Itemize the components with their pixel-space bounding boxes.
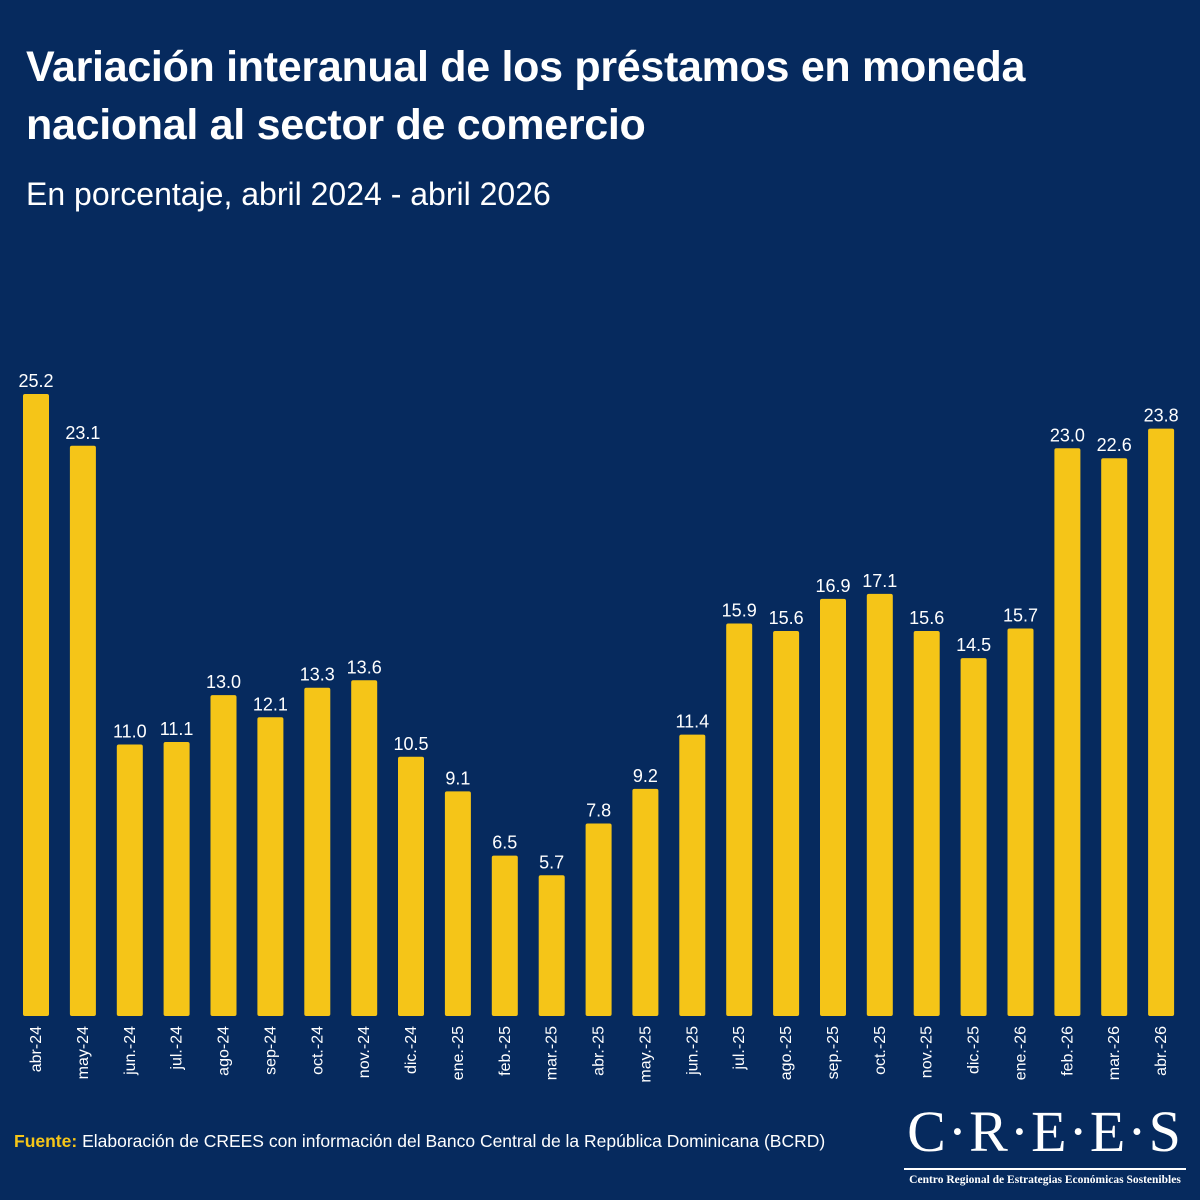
logo-tagline: Centro Regional de Estrategias Económica… bbox=[909, 1174, 1181, 1186]
tick-label-ene.-25: ene.-25 bbox=[450, 1026, 467, 1080]
tick-label-may-24: may-24 bbox=[75, 1026, 92, 1079]
tick-label-nov.-25: nov.-25 bbox=[919, 1026, 936, 1078]
tick-label-abr.-25: abr.-25 bbox=[591, 1026, 608, 1076]
crees-logo: C·R·E·E·S Centro Regional de Estrategias… bbox=[904, 1102, 1186, 1186]
logo-divider bbox=[904, 1168, 1186, 1170]
value-label-feb.-25: 6.5 bbox=[492, 833, 517, 853]
bar-dic.-25 bbox=[960, 658, 987, 1016]
tick-label-ago-24: ago-24 bbox=[216, 1026, 233, 1076]
bar-feb.-26 bbox=[1054, 448, 1081, 1016]
chart-title: Variación interanual de los préstamos en… bbox=[26, 43, 1026, 149]
value-label-ago.-25: 15.6 bbox=[769, 608, 804, 628]
bar-sep-24 bbox=[257, 717, 284, 1016]
tick-label-dic.-25: dic.-25 bbox=[966, 1026, 983, 1074]
bar-dic.-24 bbox=[398, 756, 424, 1016]
value-label-nov.-25: 15.6 bbox=[909, 608, 944, 628]
tick-label-sep.-25: sep.-25 bbox=[825, 1026, 842, 1079]
tick-label-abr-24: abr-24 bbox=[28, 1026, 45, 1072]
value-label-oct.-24: 13.3 bbox=[300, 665, 335, 685]
source-note: Fuente: Elaboración de CREES con informa… bbox=[14, 1128, 864, 1154]
value-label-dic.-24: 10.5 bbox=[393, 734, 428, 754]
tick-label-oct.-25: oct.-25 bbox=[872, 1026, 889, 1075]
tick-label-mar.-26: mar.-26 bbox=[1106, 1026, 1123, 1080]
chart-subtitle: En porcentaje, abril 2024 - abril 2026 bbox=[26, 176, 551, 212]
bar-nov.-24 bbox=[351, 680, 378, 1016]
value-label-ago-24: 13.0 bbox=[206, 672, 241, 692]
value-label-oct.-25: 17.1 bbox=[862, 571, 897, 591]
tick-label-jun.-24: jun.-24 bbox=[122, 1026, 139, 1076]
value-label-mar.-25: 5.7 bbox=[539, 852, 564, 872]
tick-label-ago.-25: ago.-25 bbox=[778, 1026, 795, 1080]
bar-jul.-25 bbox=[726, 623, 753, 1016]
source-text: Elaboración de CREES con información del… bbox=[82, 1131, 826, 1151]
tick-label-oct.-24: oct.-24 bbox=[309, 1026, 326, 1075]
bar-mar.-26 bbox=[1101, 458, 1128, 1016]
bar-ago.-25 bbox=[773, 631, 800, 1016]
bar-ago-24 bbox=[210, 695, 237, 1016]
bars-layer bbox=[23, 394, 1175, 1017]
tick-label-mar.-25: mar.-25 bbox=[544, 1026, 561, 1080]
bar-abr.-26 bbox=[1148, 428, 1175, 1017]
bar-sep.-25 bbox=[820, 598, 846, 1016]
tick-label-jul.-25: jul.-25 bbox=[731, 1026, 748, 1071]
bar-abr.-25 bbox=[585, 823, 612, 1016]
tick-label-jul.-24: jul.-24 bbox=[169, 1026, 186, 1071]
value-label-jul.-25: 15.9 bbox=[722, 601, 757, 621]
value-label-abr.-25: 7.8 bbox=[586, 801, 611, 821]
bar-jun.-25 bbox=[679, 734, 706, 1016]
bar-jun.-24 bbox=[116, 744, 143, 1016]
value-label-jun.-24: 11.0 bbox=[113, 722, 147, 742]
value-label-jul.-24: 11.1 bbox=[160, 719, 194, 739]
value-label-abr-24: 25.2 bbox=[18, 371, 53, 391]
value-label-mar.-26: 22.6 bbox=[1097, 435, 1132, 455]
value-label-dic.-25: 14.5 bbox=[956, 635, 991, 655]
bar-oct.-24 bbox=[304, 687, 331, 1016]
tick-label-jun.-25: jun.-25 bbox=[684, 1026, 701, 1076]
bar-may-24 bbox=[69, 445, 96, 1016]
value-labels-layer: 25.2 23.1 11.0 11.1 13.0 12.1 13.3 13.6 10.5 9.1 6… bbox=[18, 371, 1178, 872]
tick-label-feb.-26: feb.-26 bbox=[1059, 1026, 1076, 1076]
value-label-ene.-25: 9.1 bbox=[445, 768, 470, 788]
tick-label-sep-24: sep-24 bbox=[262, 1026, 279, 1075]
tick-label-ene.-26: ene.-26 bbox=[1013, 1026, 1030, 1080]
bar-mar.-25 bbox=[538, 875, 565, 1016]
value-label-feb.-26: 23.0 bbox=[1050, 425, 1085, 445]
tick-label-nov.-24: nov.-24 bbox=[356, 1026, 373, 1078]
bar-ene.-25 bbox=[444, 791, 471, 1016]
bar-oct.-25 bbox=[866, 593, 893, 1016]
value-label-sep-24: 12.1 bbox=[253, 694, 288, 714]
bar-jul.-24 bbox=[163, 742, 190, 1016]
tick-label-may.-25: may.-25 bbox=[637, 1026, 654, 1083]
tick-label-feb.-25: feb.-25 bbox=[497, 1026, 514, 1076]
value-label-ene.-26: 15.7 bbox=[1003, 606, 1038, 626]
bar-feb.-25 bbox=[491, 855, 518, 1016]
value-label-may-24: 23.1 bbox=[65, 423, 100, 443]
bar-abr-24 bbox=[23, 394, 49, 1016]
value-label-may.-25: 9.2 bbox=[633, 766, 658, 786]
value-label-nov.-24: 13.6 bbox=[347, 657, 382, 677]
bar-nov.-25 bbox=[913, 631, 940, 1016]
bar-ene.-26 bbox=[1007, 628, 1034, 1016]
bar-may.-25 bbox=[632, 788, 659, 1016]
value-label-sep.-25: 16.9 bbox=[815, 576, 850, 596]
source-label: Fuente: bbox=[14, 1131, 78, 1151]
value-label-abr.-26: 23.8 bbox=[1144, 406, 1179, 426]
tick-label-abr.-26: abr.-26 bbox=[1153, 1026, 1170, 1076]
value-label-jun.-25: 11.4 bbox=[675, 712, 709, 732]
logo-wordmark: C·R·E·E·S bbox=[907, 1099, 1183, 1164]
tick-label-dic.-24: dic.-24 bbox=[403, 1026, 420, 1074]
category-ticks-layer: abr-24 may-24 jun.-24 jul.-24 ago-24 sep-24 oc… bbox=[28, 1026, 1170, 1083]
